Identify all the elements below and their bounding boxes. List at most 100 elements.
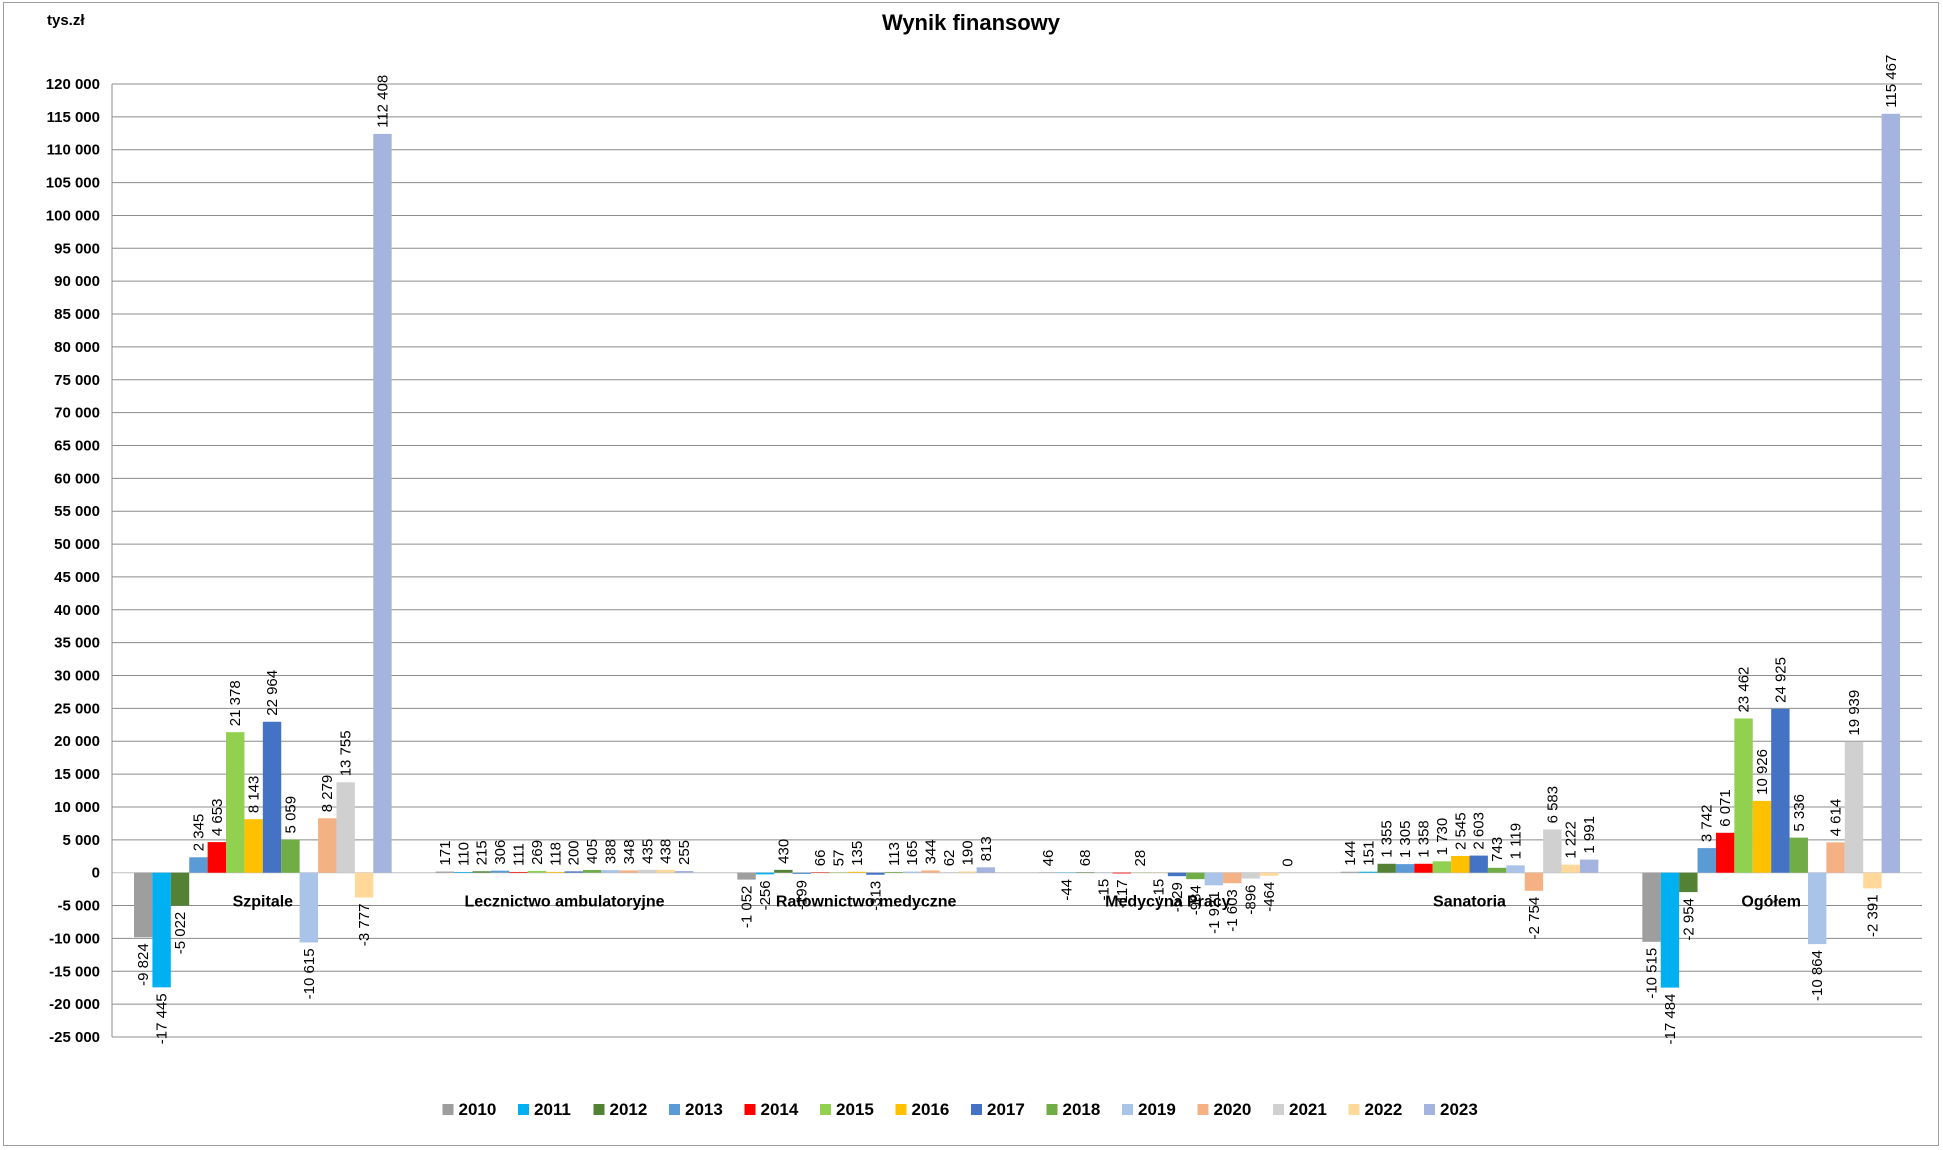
- data-label: 1 358: [1415, 820, 1432, 858]
- data-label: -44: [1059, 879, 1076, 901]
- chart-title: Wynik finansowy: [882, 10, 1061, 35]
- bar: [774, 869, 793, 873]
- data-label: -199: [794, 880, 811, 910]
- y-tick-label: 95 000: [54, 240, 100, 257]
- bar: [755, 872, 775, 875]
- bar: [1789, 837, 1808, 873]
- legend-label: 2020: [1214, 1100, 1252, 1119]
- bar: [1469, 855, 1488, 873]
- bar: [134, 872, 153, 938]
- data-label: 0: [1279, 858, 1296, 866]
- data-label: 813: [978, 836, 995, 861]
- bar: [976, 867, 995, 873]
- y-tick-label: 105 000: [46, 175, 100, 192]
- bar: [1771, 708, 1790, 873]
- data-label: -15: [1151, 879, 1168, 901]
- bar: [1561, 864, 1580, 873]
- data-label: -256: [757, 880, 774, 910]
- data-label: 269: [529, 840, 546, 865]
- data-label: 190: [959, 840, 976, 865]
- category-label: Medycyna Pracy: [1105, 894, 1231, 911]
- bar: [1715, 832, 1735, 873]
- legend-label: 2011: [534, 1100, 571, 1119]
- data-label: -529: [1169, 882, 1186, 912]
- data-label: 171: [437, 841, 454, 866]
- bar: [318, 818, 337, 873]
- bar: [1241, 872, 1260, 879]
- data-label: -313: [867, 881, 884, 911]
- data-labels: -9 824-17 445 -5 022 2 345 4 653 21 378 8 143…: [135, 55, 1900, 1045]
- legend-swatch: [1197, 1104, 1209, 1115]
- data-label: -117: [1114, 879, 1131, 908]
- category-label: Szpitale: [233, 894, 294, 911]
- y-tick-label: 50 000: [54, 536, 100, 553]
- bar: [354, 872, 374, 898]
- data-label: -10 515: [1644, 948, 1661, 999]
- bar: [1697, 848, 1716, 873]
- data-label: 113: [886, 842, 903, 866]
- legend-swatch: [593, 1104, 605, 1115]
- data-label: 13 755: [338, 730, 355, 776]
- data-label: -15: [1095, 879, 1112, 901]
- data-label: 22 964: [264, 670, 281, 716]
- bar: [1844, 741, 1864, 873]
- legend-swatch: [1046, 1104, 1058, 1115]
- y-tick-label: 60 000: [54, 470, 100, 487]
- data-label: 66: [812, 850, 829, 867]
- legend-label: 2015: [836, 1100, 874, 1119]
- data-label: 1 991: [1581, 816, 1598, 854]
- data-label: 165: [904, 841, 921, 866]
- y-tick-label: 100 000: [46, 207, 100, 224]
- bar: [1340, 871, 1360, 873]
- legend-label: 2018: [1063, 1100, 1101, 1119]
- data-label: -2 391: [1864, 894, 1881, 937]
- legend-swatch: [1273, 1104, 1284, 1115]
- y-axis-unit-label: tys.zł: [47, 12, 85, 29]
- data-label: -10 864: [1809, 950, 1826, 1001]
- data-label: 21 378: [227, 680, 244, 726]
- data-label: -3 777: [356, 904, 373, 947]
- chart-frame: tys.zł Wynik finansowy -25 000 -20 000 -15…: [3, 2, 1939, 1146]
- data-label: 200: [566, 840, 583, 865]
- legend-label: 2012: [610, 1100, 648, 1119]
- data-label: 112 408: [374, 75, 391, 128]
- bar: [866, 872, 885, 875]
- bar: [1414, 863, 1433, 873]
- data-label: 348: [621, 839, 638, 864]
- y-axis-ticks: -25 000 -20 000 -15 000 -10 000 -5 000 0 5 000…: [46, 76, 100, 1046]
- bar: [1524, 872, 1544, 891]
- bar: [546, 871, 565, 873]
- y-tick-label: 45 000: [54, 569, 100, 586]
- bar: [1359, 871, 1378, 873]
- bar: [226, 732, 245, 873]
- data-label: 118: [547, 842, 564, 866]
- bar: [1752, 800, 1772, 873]
- legend-swatch: [518, 1104, 529, 1115]
- data-label: -9 824: [135, 943, 152, 986]
- y-tick-label: 25 000: [54, 700, 100, 717]
- data-label: 306: [492, 840, 509, 865]
- bar: [281, 839, 300, 873]
- data-label: 1 119: [1508, 823, 1525, 859]
- y-tick-label: 35 000: [54, 635, 100, 652]
- data-label: -17 484: [1662, 994, 1679, 1045]
- category-label: Lecznictwo ambulatoryjne: [464, 894, 664, 911]
- bar: [299, 872, 319, 943]
- data-label: 8 143: [246, 776, 263, 814]
- bar: [847, 871, 867, 873]
- category-label: Sanatoria: [1433, 894, 1506, 911]
- bar: [244, 819, 263, 873]
- bar: [1881, 113, 1900, 873]
- bar: [454, 871, 473, 873]
- bar: [1543, 829, 1562, 873]
- bar: [1377, 863, 1396, 873]
- y-tick-label: 85 000: [54, 306, 100, 323]
- bar: [737, 872, 756, 880]
- y-tick-label: 0: [92, 865, 100, 882]
- y-tick-label: 20 000: [54, 733, 100, 750]
- bar: [564, 871, 583, 873]
- data-label: 68: [1077, 850, 1094, 867]
- data-label: 135: [849, 841, 866, 866]
- data-label: 430: [775, 839, 792, 864]
- y-tick-label: 40 000: [54, 602, 100, 619]
